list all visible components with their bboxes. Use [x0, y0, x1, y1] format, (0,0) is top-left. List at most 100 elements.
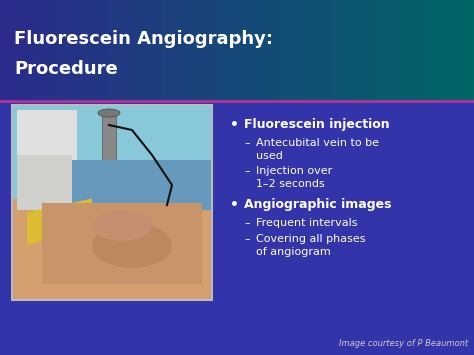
Text: –: –	[244, 218, 250, 228]
Bar	[270, 0, 275, 100]
Bar	[0, 103, 474, 355]
Bar	[322, 0, 327, 100]
Text: •: •	[230, 198, 239, 212]
Bar	[213, 0, 218, 100]
Bar	[465, 0, 469, 100]
Bar	[142, 0, 147, 100]
Bar	[223, 0, 228, 100]
Bar	[5, 0, 9, 100]
Bar	[337, 0, 341, 100]
Text: –: –	[244, 234, 250, 244]
Bar	[360, 0, 365, 100]
Bar	[190, 0, 194, 100]
Bar	[294, 0, 299, 100]
Bar	[114, 0, 118, 100]
Bar	[175, 0, 180, 100]
Text: Frequent intervals: Frequent intervals	[256, 218, 357, 228]
Text: •: •	[230, 118, 239, 132]
Bar	[261, 0, 265, 100]
Bar	[204, 0, 209, 100]
Bar	[417, 0, 422, 100]
Bar	[66, 0, 71, 100]
Bar	[0, 100, 474, 103]
Bar	[72, 160, 212, 210]
Bar	[62, 0, 66, 100]
Ellipse shape	[98, 109, 120, 117]
Bar	[9, 0, 14, 100]
Bar	[81, 0, 85, 100]
Bar	[289, 0, 294, 100]
Bar	[398, 0, 403, 100]
Bar	[19, 0, 24, 100]
Bar	[242, 0, 246, 100]
Bar	[232, 0, 237, 100]
Bar	[384, 0, 389, 100]
Text: used: used	[256, 151, 283, 161]
Bar	[137, 0, 142, 100]
Bar	[446, 0, 450, 100]
Bar	[280, 0, 284, 100]
Text: Antecubital vein to be: Antecubital vein to be	[256, 138, 379, 148]
Bar	[284, 0, 289, 100]
Bar	[102, 110, 116, 165]
Bar	[14, 0, 19, 100]
Bar	[100, 0, 104, 100]
Bar	[76, 0, 81, 100]
Text: Procedure: Procedure	[14, 60, 118, 78]
Bar	[393, 0, 398, 100]
Bar	[431, 0, 436, 100]
Bar	[275, 0, 280, 100]
Bar	[327, 0, 332, 100]
Bar	[95, 0, 100, 100]
Text: Fluorescein injection: Fluorescein injection	[244, 118, 390, 131]
Ellipse shape	[92, 223, 172, 268]
Bar	[455, 0, 460, 100]
Bar	[412, 0, 417, 100]
Bar	[90, 0, 95, 100]
Bar	[109, 0, 114, 100]
Bar	[365, 0, 370, 100]
Bar	[24, 0, 28, 100]
Bar	[43, 0, 47, 100]
Bar	[17, 110, 77, 180]
Text: of angiogram: of angiogram	[256, 247, 331, 257]
Bar	[57, 0, 62, 100]
Bar	[42, 202, 202, 284]
Bar	[346, 0, 351, 100]
Bar	[251, 0, 256, 100]
Bar	[52, 0, 57, 100]
Text: Image courtesy of P Beaumont: Image courtesy of P Beaumont	[339, 339, 468, 348]
Bar	[351, 0, 356, 100]
Bar	[427, 0, 431, 100]
Bar	[47, 0, 52, 100]
Bar	[12, 198, 212, 300]
Bar	[303, 0, 308, 100]
Bar	[218, 0, 223, 100]
Bar	[12, 105, 212, 198]
Bar	[12, 105, 212, 300]
Text: –: –	[244, 138, 250, 148]
Text: Fluorescein Angiography:: Fluorescein Angiography:	[14, 30, 273, 48]
Bar	[185, 0, 190, 100]
Bar	[17, 155, 72, 210]
Bar	[199, 0, 204, 100]
Bar	[38, 0, 43, 100]
Bar	[128, 0, 133, 100]
Bar	[389, 0, 393, 100]
Bar	[209, 0, 213, 100]
Bar	[318, 0, 322, 100]
Ellipse shape	[92, 211, 152, 241]
Bar	[356, 0, 360, 100]
Bar	[374, 0, 379, 100]
Bar	[308, 0, 313, 100]
Bar	[237, 0, 242, 100]
Text: 1–2 seconds: 1–2 seconds	[256, 179, 325, 189]
Bar	[256, 0, 261, 100]
Bar	[123, 0, 128, 100]
Bar	[403, 0, 408, 100]
Bar	[436, 0, 441, 100]
Text: –: –	[244, 166, 250, 176]
Bar	[33, 0, 38, 100]
Bar	[460, 0, 465, 100]
Bar	[469, 0, 474, 100]
